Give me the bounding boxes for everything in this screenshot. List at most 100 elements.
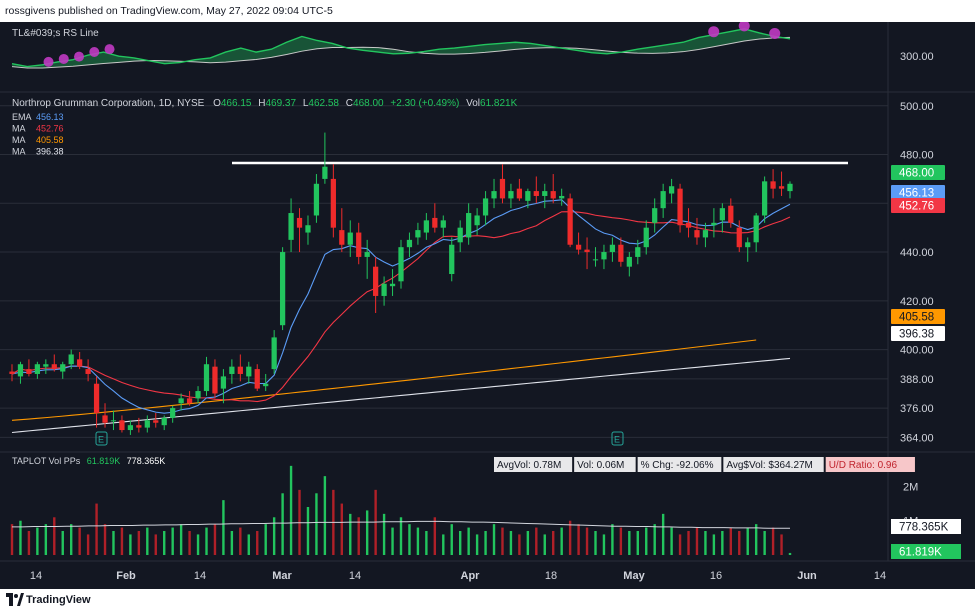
ohlc-close-value: 468.00	[353, 98, 384, 109]
ma-200-price-label: 396.38	[899, 329, 934, 341]
volume-stat-text: AvgVol: 0.78M	[497, 460, 561, 471]
candle	[753, 213, 759, 253]
candle	[381, 276, 387, 306]
volume-pane: TAPLOT Vol PPs 61.819K 778.365K AvgVol: …	[10, 456, 961, 559]
candle-body	[609, 244, 616, 253]
candle-body	[694, 230, 700, 238]
volume-bar	[391, 527, 394, 555]
rs-line-series	[11, 20, 791, 69]
publisher-header: rossgivens published on TradingView.com,…	[0, 0, 975, 22]
candle-body	[432, 217, 438, 228]
candle-body	[305, 225, 311, 233]
candle-body	[313, 183, 320, 216]
candle-body	[389, 283, 396, 287]
volume-bar	[721, 531, 724, 555]
indicator-value: 396.38	[36, 147, 64, 157]
volume-stat-box	[723, 457, 824, 472]
volume-bar	[213, 524, 217, 555]
volume-stat-text: Avg$Vol: $364.27M	[726, 460, 813, 471]
candle	[144, 415, 150, 433]
volume-bar	[222, 500, 225, 555]
candle	[246, 361, 252, 384]
volume-bar	[535, 527, 538, 555]
candle	[702, 222, 709, 248]
volume-bar	[53, 517, 56, 555]
candle-body	[127, 425, 134, 431]
candle-body	[195, 391, 201, 399]
volume-bar	[678, 534, 682, 555]
candle-body	[322, 166, 328, 179]
candle	[685, 208, 692, 238]
candle	[102, 403, 108, 428]
volume-bar	[120, 527, 124, 555]
volume-bar	[492, 524, 496, 555]
symbol-name: Northrop Grumman Corporation, 1D, NYSE	[12, 98, 205, 109]
volume-bar	[729, 527, 733, 555]
publisher-text: rossgivens published on TradingView.com,…	[5, 5, 333, 17]
candle	[677, 183, 683, 233]
candle-body	[423, 220, 429, 233]
indicator-name: MA	[12, 135, 26, 145]
rs-line	[11, 28, 791, 68]
candle	[533, 176, 539, 204]
candle	[575, 232, 582, 255]
volume-bar	[450, 524, 453, 555]
candle	[356, 222, 362, 265]
volume-bar	[661, 513, 665, 555]
volume-bar	[146, 527, 149, 555]
candle	[592, 247, 599, 267]
volume-bar	[264, 524, 267, 555]
ema-price-label: 456.13	[899, 188, 934, 200]
candle	[263, 373, 269, 392]
volume-stats-boxes: AvgVol: 0.78M Vol: 0.06M % Chg: -92.06% Avg…	[494, 457, 915, 472]
volume-bar	[323, 476, 327, 555]
volume-bar	[788, 552, 792, 555]
candle	[618, 237, 624, 267]
candle	[373, 256, 379, 314]
candle-body	[592, 259, 599, 261]
volume-bar	[112, 531, 115, 555]
candle	[322, 132, 328, 184]
ohlc-low-label: L	[303, 98, 309, 109]
ohlc-open-label: O	[213, 98, 221, 109]
rs-new-high-dot	[43, 56, 54, 67]
candle	[34, 361, 40, 379]
volume-bar	[475, 534, 479, 555]
candle	[736, 220, 742, 253]
time-axis-tick: Mar	[272, 570, 292, 582]
ohlc-change-value: +2.30 (+0.49%)	[390, 98, 459, 109]
volume-last-label: 61.819K	[899, 547, 942, 559]
candle-body	[542, 191, 548, 196]
volume-bar	[619, 527, 623, 555]
candle-body	[778, 186, 785, 189]
volume-bar	[467, 527, 470, 555]
candle-body	[170, 408, 176, 418]
candle-body	[618, 244, 624, 262]
volume-bar	[416, 527, 420, 555]
candle-body	[373, 266, 379, 296]
candle	[711, 208, 717, 238]
earnings-marker-label: E	[614, 435, 620, 445]
volume-bar	[340, 503, 344, 555]
volume-bar	[95, 503, 98, 555]
volume-bar	[771, 527, 775, 555]
candle	[415, 222, 421, 245]
candle	[279, 247, 286, 331]
volume-bar	[103, 524, 107, 555]
volume-bar	[670, 527, 673, 555]
volume-bar	[205, 527, 208, 555]
price-title: Northrop Grumman Corporation, 1D, NYSE O…	[12, 98, 518, 109]
candle	[203, 356, 210, 396]
candle	[254, 364, 260, 392]
candle-body	[668, 186, 675, 194]
candle-body	[635, 247, 641, 257]
candle-body	[559, 195, 565, 199]
rs-new-high-dot	[738, 20, 750, 32]
earnings-marker-label: E	[98, 435, 104, 445]
candle	[398, 239, 404, 289]
candle-body	[491, 191, 497, 199]
candle	[609, 237, 616, 262]
tradingview-logo-icon	[6, 593, 24, 606]
candle	[136, 417, 142, 433]
